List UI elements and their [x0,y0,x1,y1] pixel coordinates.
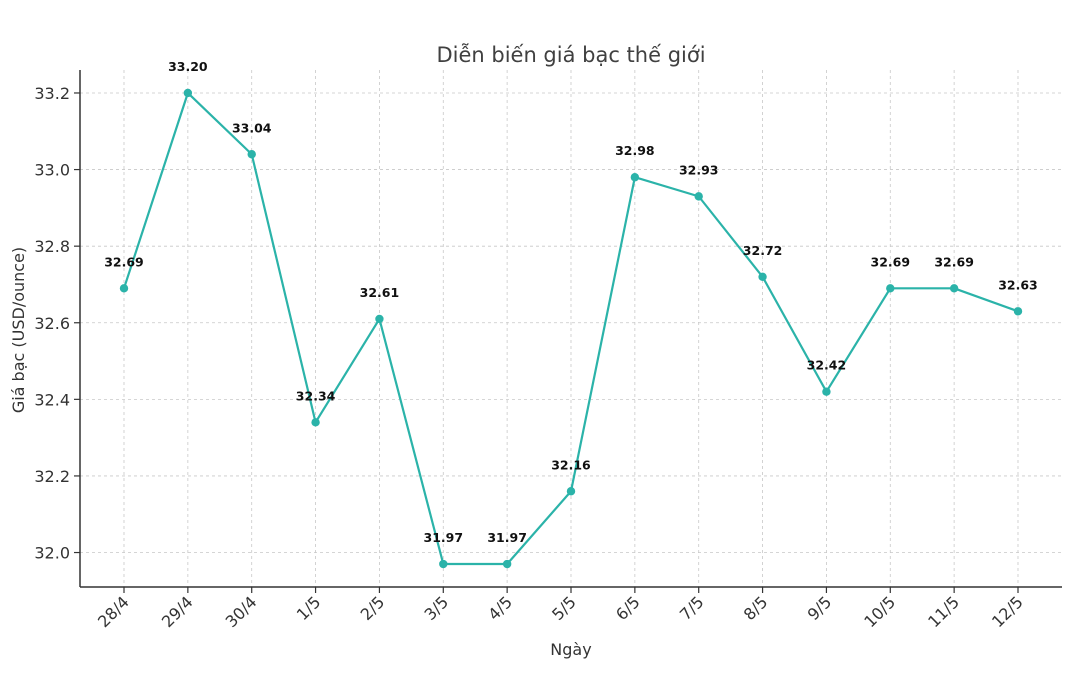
x-tick-label: 5/5 [548,592,580,624]
x-tick-label: 6/5 [612,592,644,624]
data-point [758,272,767,281]
data-label: 32.69 [104,254,144,269]
chart-title: Diễn biến giá bạc thế giới [436,42,705,67]
x-axis-label: Ngày [550,640,591,659]
x-tick-label: 30/4 [222,592,261,631]
x-tick-label: 8/5 [740,592,772,624]
data-point [247,150,256,159]
data-point [949,284,959,293]
y-tick-label: 32.6 [34,314,70,333]
data-label: 33.04 [232,120,272,135]
data-label: 32.16 [551,457,591,472]
data-point [502,559,512,569]
x-tick-label: 7/5 [676,592,708,624]
x-tick-label: 29/4 [158,592,197,631]
data-label: 32.63 [998,277,1038,292]
data-label: 31.97 [487,530,527,545]
data-label: 33.20 [168,59,208,74]
data-label: 32.61 [360,285,400,300]
y-axis-label: Giá bạc (USD/ounce) [9,247,28,413]
data-point [311,418,320,427]
data-point [439,559,448,569]
data-label: 32.69 [871,254,911,269]
x-tick-label: 9/5 [804,592,836,624]
y-tick-label: 32.8 [34,237,70,256]
data-label: 32.42 [807,358,847,373]
x-tick-label: 12/5 [988,592,1027,631]
data-label: 31.97 [424,530,464,545]
y-tick-label: 32.4 [34,390,70,409]
data-point [375,314,384,324]
data-point [694,192,703,201]
x-tick-label: 11/5 [924,592,963,631]
data-point [630,173,640,182]
x-tick-label: 1/5 [293,592,325,624]
data-point [119,284,129,293]
data-point [1013,307,1023,316]
series [119,88,1023,569]
data-point [822,387,831,396]
grid [80,70,1062,587]
data-label: 32.34 [296,388,336,403]
data-labels: 32.69 33.20 33.04 32.34 32.61 31.97 31.97 32.16… [104,59,1038,545]
axes: 32.0 32.2 32.4 32.6 32.8 33.0 33.2 28/4 29/4 30/4… [34,70,1062,631]
data-point [566,487,576,496]
x-tick-label: 4/5 [484,592,516,624]
data-point [183,88,193,98]
y-tick-label: 32.2 [34,467,70,486]
x-tick-label: 28/4 [94,592,133,631]
x-tick-label: 10/5 [860,592,899,631]
y-tick-label: 33.2 [34,84,70,103]
x-tick-label: 2/5 [357,592,389,624]
x-tick-label: 3/5 [420,592,452,624]
y-tick-label: 33.0 [34,161,70,180]
y-tick-label: 32.0 [34,544,70,563]
data-label: 32.72 [743,243,783,258]
data-label: 32.69 [934,254,974,269]
data-label: 32.98 [615,143,655,158]
data-point [886,284,895,293]
data-label: 32.93 [679,162,719,177]
